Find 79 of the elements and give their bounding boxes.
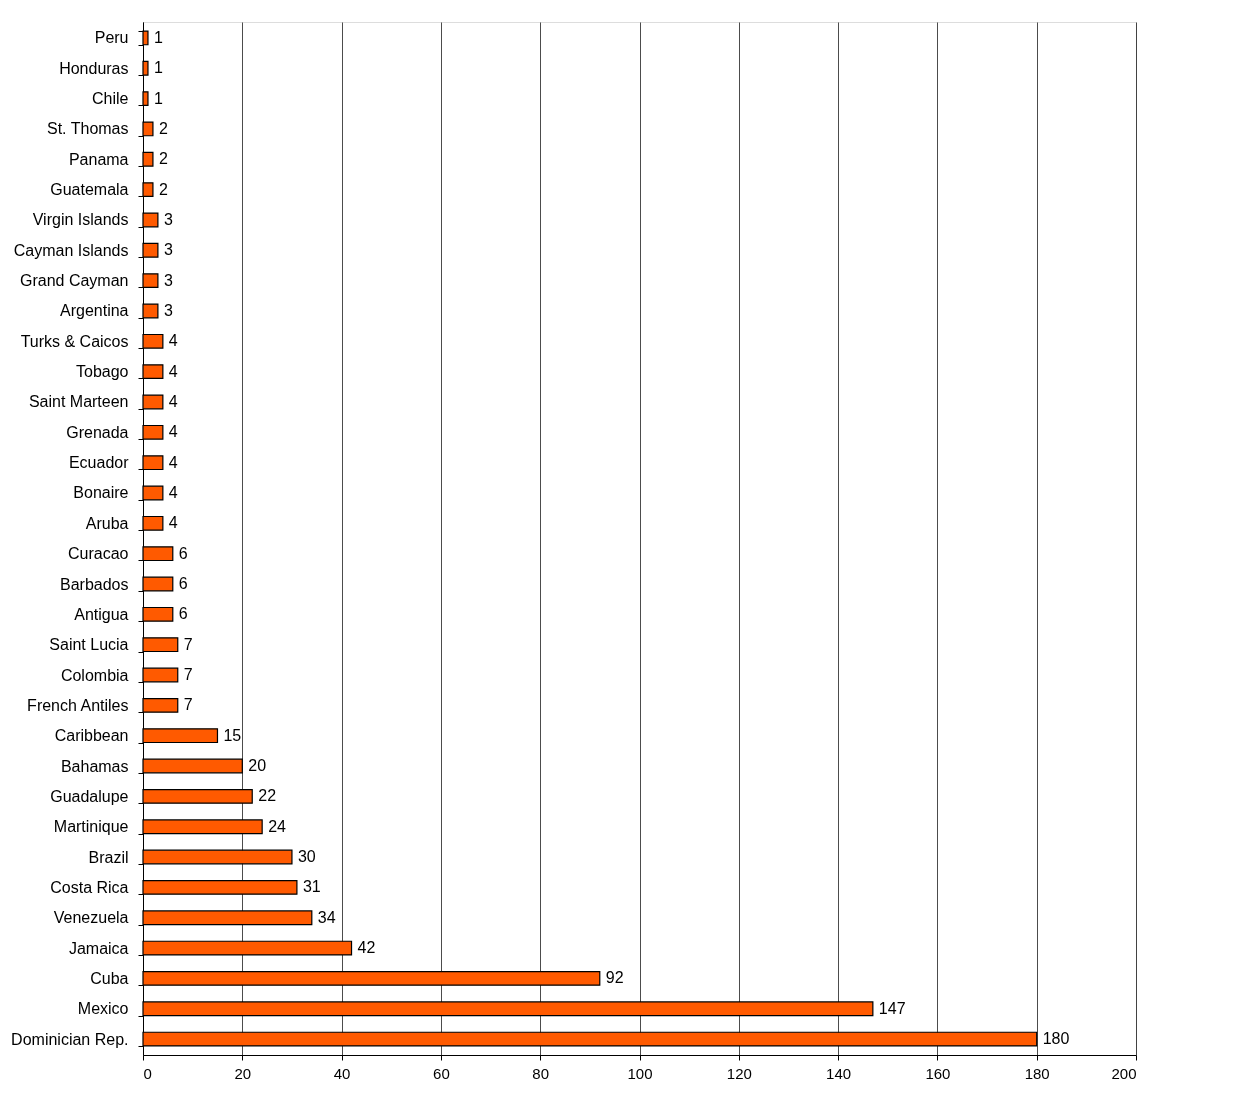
data-label: 147 <box>878 999 906 1017</box>
y-tick-label: Jamaica <box>68 939 129 957</box>
y-tick-label: Martinique <box>53 818 129 836</box>
y-tick-label: Saint Lucia <box>49 636 129 654</box>
x-tick-label: 120 <box>726 1064 752 1082</box>
data-label: 4 <box>168 514 178 532</box>
data-label: 20 <box>248 757 267 775</box>
data-label: 7 <box>183 635 193 653</box>
data-label: 92 <box>605 969 624 987</box>
y-tick-label: Chile <box>92 90 129 108</box>
data-label: 180 <box>1042 1030 1070 1048</box>
x-tick-label: 40 <box>333 1064 351 1082</box>
x-tick-label: 100 <box>627 1064 653 1082</box>
data-label: 6 <box>178 544 188 562</box>
data-label: 30 <box>297 848 316 866</box>
data-label: 3 <box>163 210 173 228</box>
y-tick-label: Bonaire <box>73 484 129 502</box>
y-tick-label: Panama <box>68 150 129 168</box>
data-label: 7 <box>183 666 193 684</box>
y-tick-label: Curacao <box>68 545 129 563</box>
y-tick-label: Cuba <box>90 969 129 987</box>
x-tick-label: 60 <box>433 1064 450 1082</box>
y-tick-label: Colombia <box>60 666 129 684</box>
y-tick-label: Venezuela <box>53 909 129 927</box>
y-tick-label: Saint Marteen <box>28 393 129 411</box>
x-tick-label: 0 <box>143 1064 152 1082</box>
data-label: 1 <box>153 89 163 107</box>
y-tick-label: Caribbean <box>54 727 129 745</box>
x-tick-label: 200 <box>1111 1064 1137 1082</box>
y-tick-label: Grenada <box>66 423 129 441</box>
y-tick-label: Brazil <box>88 848 129 866</box>
y-tick-label: Tobago <box>76 363 129 381</box>
data-label: 4 <box>168 483 178 501</box>
y-tick-label: Barbados <box>60 575 129 593</box>
data-label: 4 <box>168 332 178 350</box>
y-tick-label: Costa Rica <box>50 878 129 896</box>
y-tick-label: Aruba <box>85 514 129 532</box>
data-label: 2 <box>158 180 168 198</box>
y-tick-label: St. Thomas <box>46 120 129 138</box>
y-tick-label: Turks & Caicos <box>20 332 129 350</box>
data-label: 22 <box>258 787 277 805</box>
x-tick-label: 80 <box>532 1064 550 1082</box>
data-label: 34 <box>317 908 336 926</box>
x-tick-label: 160 <box>925 1064 951 1082</box>
data-label: 3 <box>163 271 173 289</box>
y-tick-label: Cayman Islands <box>13 241 129 259</box>
data-label: 42 <box>357 939 376 957</box>
data-label: 4 <box>168 423 178 441</box>
data-label: 24 <box>268 817 287 835</box>
y-tick-label: Honduras <box>59 59 129 77</box>
data-label: 6 <box>178 605 188 623</box>
data-label: 4 <box>168 362 178 380</box>
data-label: 1 <box>153 59 163 77</box>
y-tick-label: Guatemala <box>50 181 129 199</box>
y-tick-label: Virgin Islands <box>32 211 129 229</box>
y-tick-label: Mexico <box>77 1000 129 1018</box>
data-label: 7 <box>183 696 193 714</box>
data-label: 1 <box>153 28 163 46</box>
y-tick-label: Argentina <box>60 302 129 320</box>
y-tick-label: Grand Cayman <box>20 272 129 290</box>
data-label: 6 <box>178 575 188 593</box>
data-label: 4 <box>168 392 178 410</box>
data-label: 2 <box>158 150 168 168</box>
data-label: 3 <box>163 241 173 259</box>
y-tick-label: Guadalupe <box>50 787 129 805</box>
data-label: 3 <box>163 301 173 319</box>
x-tick-label: 180 <box>1024 1064 1050 1082</box>
y-tick-label: Peru <box>94 29 129 47</box>
x-tick-label: 140 <box>826 1064 852 1082</box>
y-tick-label: Ecuador <box>68 454 130 472</box>
y-tick-label: Dominician Rep. <box>11 1030 129 1048</box>
data-label: 4 <box>168 453 178 471</box>
y-tick-label: Antigua <box>74 605 129 623</box>
y-tick-label: French Antiles <box>27 696 129 714</box>
y-tick-label: Bahamas <box>60 757 129 775</box>
x-tick-label: 20 <box>234 1064 252 1082</box>
data-label: 2 <box>158 119 168 137</box>
data-label: 15 <box>223 726 242 744</box>
data-label: 31 <box>302 878 321 896</box>
